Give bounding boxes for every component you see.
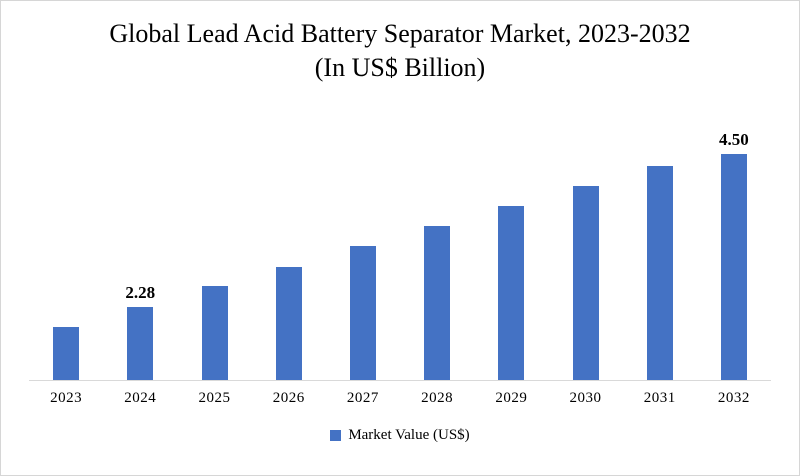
bar [646,165,673,380]
x-tick-label: 2023 [50,389,83,406]
x-tick-label: 2027 [346,389,379,406]
bar [572,185,599,380]
bar-column [326,130,400,380]
x-tick-label: 2029 [495,389,528,406]
plot-area: 2.28 4.50 [29,130,771,381]
x-tick-label: 2032 [717,389,750,406]
bar-column [252,130,326,380]
bar-column [548,130,622,380]
bar [275,266,302,380]
bar-column [474,130,548,380]
bar-column [400,130,474,380]
x-axis: 2023 2024 2025 2026 2027 2028 2029 2030 2031 2032 [29,381,771,407]
x-tick-label: 2024 [124,389,157,406]
legend: Market Value (US$) [1,427,799,444]
bar [201,285,228,380]
x-tick-label: 2031 [643,389,676,406]
legend-swatch-icon [330,429,342,441]
bar [127,306,154,380]
plot-wrap: 2.28 4.50 2023 2024 2025 2026 2027 2028 2029 203… [29,130,771,407]
bar-column: 4.50 [697,130,771,380]
legend-label: Market Value (US$) [348,426,470,443]
x-tick-label: 2026 [272,389,305,406]
bar [498,205,525,380]
bar-column [177,130,251,380]
chart-frame: Global Lead Acid Battery Separator Marke… [1,1,799,444]
x-tick-label: 2025 [198,389,231,406]
bar-column [623,130,697,380]
data-label: 2.28 [125,282,156,302]
bar [53,326,80,380]
bar [349,245,376,380]
bar-column: 2.28 [103,130,177,380]
x-tick-label: 2028 [421,389,454,406]
chart-title: Global Lead Acid Battery Separator Marke… [109,19,691,83]
data-label: 4.50 [719,129,749,149]
x-tick-label: 2030 [569,389,602,406]
bar-column [29,130,103,380]
bar [424,225,451,380]
bar [720,153,747,380]
